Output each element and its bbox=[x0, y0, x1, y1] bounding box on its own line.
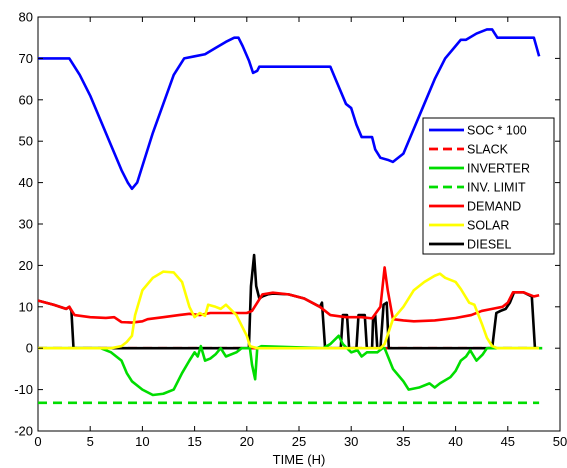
y-tick-label: 50 bbox=[19, 134, 33, 149]
y-tick-label: 0 bbox=[26, 341, 33, 356]
x-tick-label: 10 bbox=[135, 434, 149, 449]
y-tick-label: -20 bbox=[14, 424, 33, 439]
y-tick-label: 80 bbox=[19, 10, 33, 25]
x-tick-label: 45 bbox=[501, 434, 515, 449]
y-tick-label: 10 bbox=[19, 299, 33, 314]
series-line-inverter bbox=[38, 334, 543, 397]
x-tick-label: 20 bbox=[240, 434, 254, 449]
legend-label: DIESEL bbox=[467, 238, 512, 252]
series-layer bbox=[38, 28, 543, 405]
y-tick-label: 60 bbox=[19, 92, 33, 107]
x-tick-label: 5 bbox=[87, 434, 94, 449]
legend-label: SLACK bbox=[467, 143, 509, 157]
x-tick-label: 0 bbox=[34, 434, 41, 449]
legend-label: SOC * 100 bbox=[467, 124, 527, 138]
x-tick-label: 50 bbox=[553, 434, 567, 449]
legend-label: SOLAR bbox=[467, 219, 509, 233]
y-tick-label: 30 bbox=[19, 217, 33, 232]
x-tick-label: 25 bbox=[292, 434, 306, 449]
legend-label: INVERTER bbox=[467, 162, 530, 176]
y-tick-label: -10 bbox=[14, 382, 33, 397]
tick-layer: 0 5 10 15 20 25 30 35 40 45 50 -20 -10 0 10 20 30 40 50 60 7… bbox=[14, 10, 567, 450]
x-axis-title: TIME (H) bbox=[273, 452, 326, 467]
x-tick-label: 35 bbox=[396, 434, 410, 449]
x-tick-label: 30 bbox=[344, 434, 358, 449]
x-tick-label: 15 bbox=[187, 434, 201, 449]
y-tick-label: 20 bbox=[19, 258, 33, 273]
series-line-solar bbox=[38, 270, 540, 350]
legend-label: INV. LIMIT bbox=[467, 181, 526, 195]
y-tick-label: 40 bbox=[19, 175, 33, 190]
y-tick-label: 70 bbox=[19, 51, 33, 66]
legend: SOC * 100 SLACK INVERTER INV. LIMIT DEMAND SO… bbox=[422, 117, 555, 255]
series-line-soc-100 bbox=[38, 28, 541, 191]
legend-label: DEMAND bbox=[467, 200, 521, 214]
x-tick-label: 40 bbox=[448, 434, 462, 449]
series-line-demand bbox=[38, 266, 540, 324]
